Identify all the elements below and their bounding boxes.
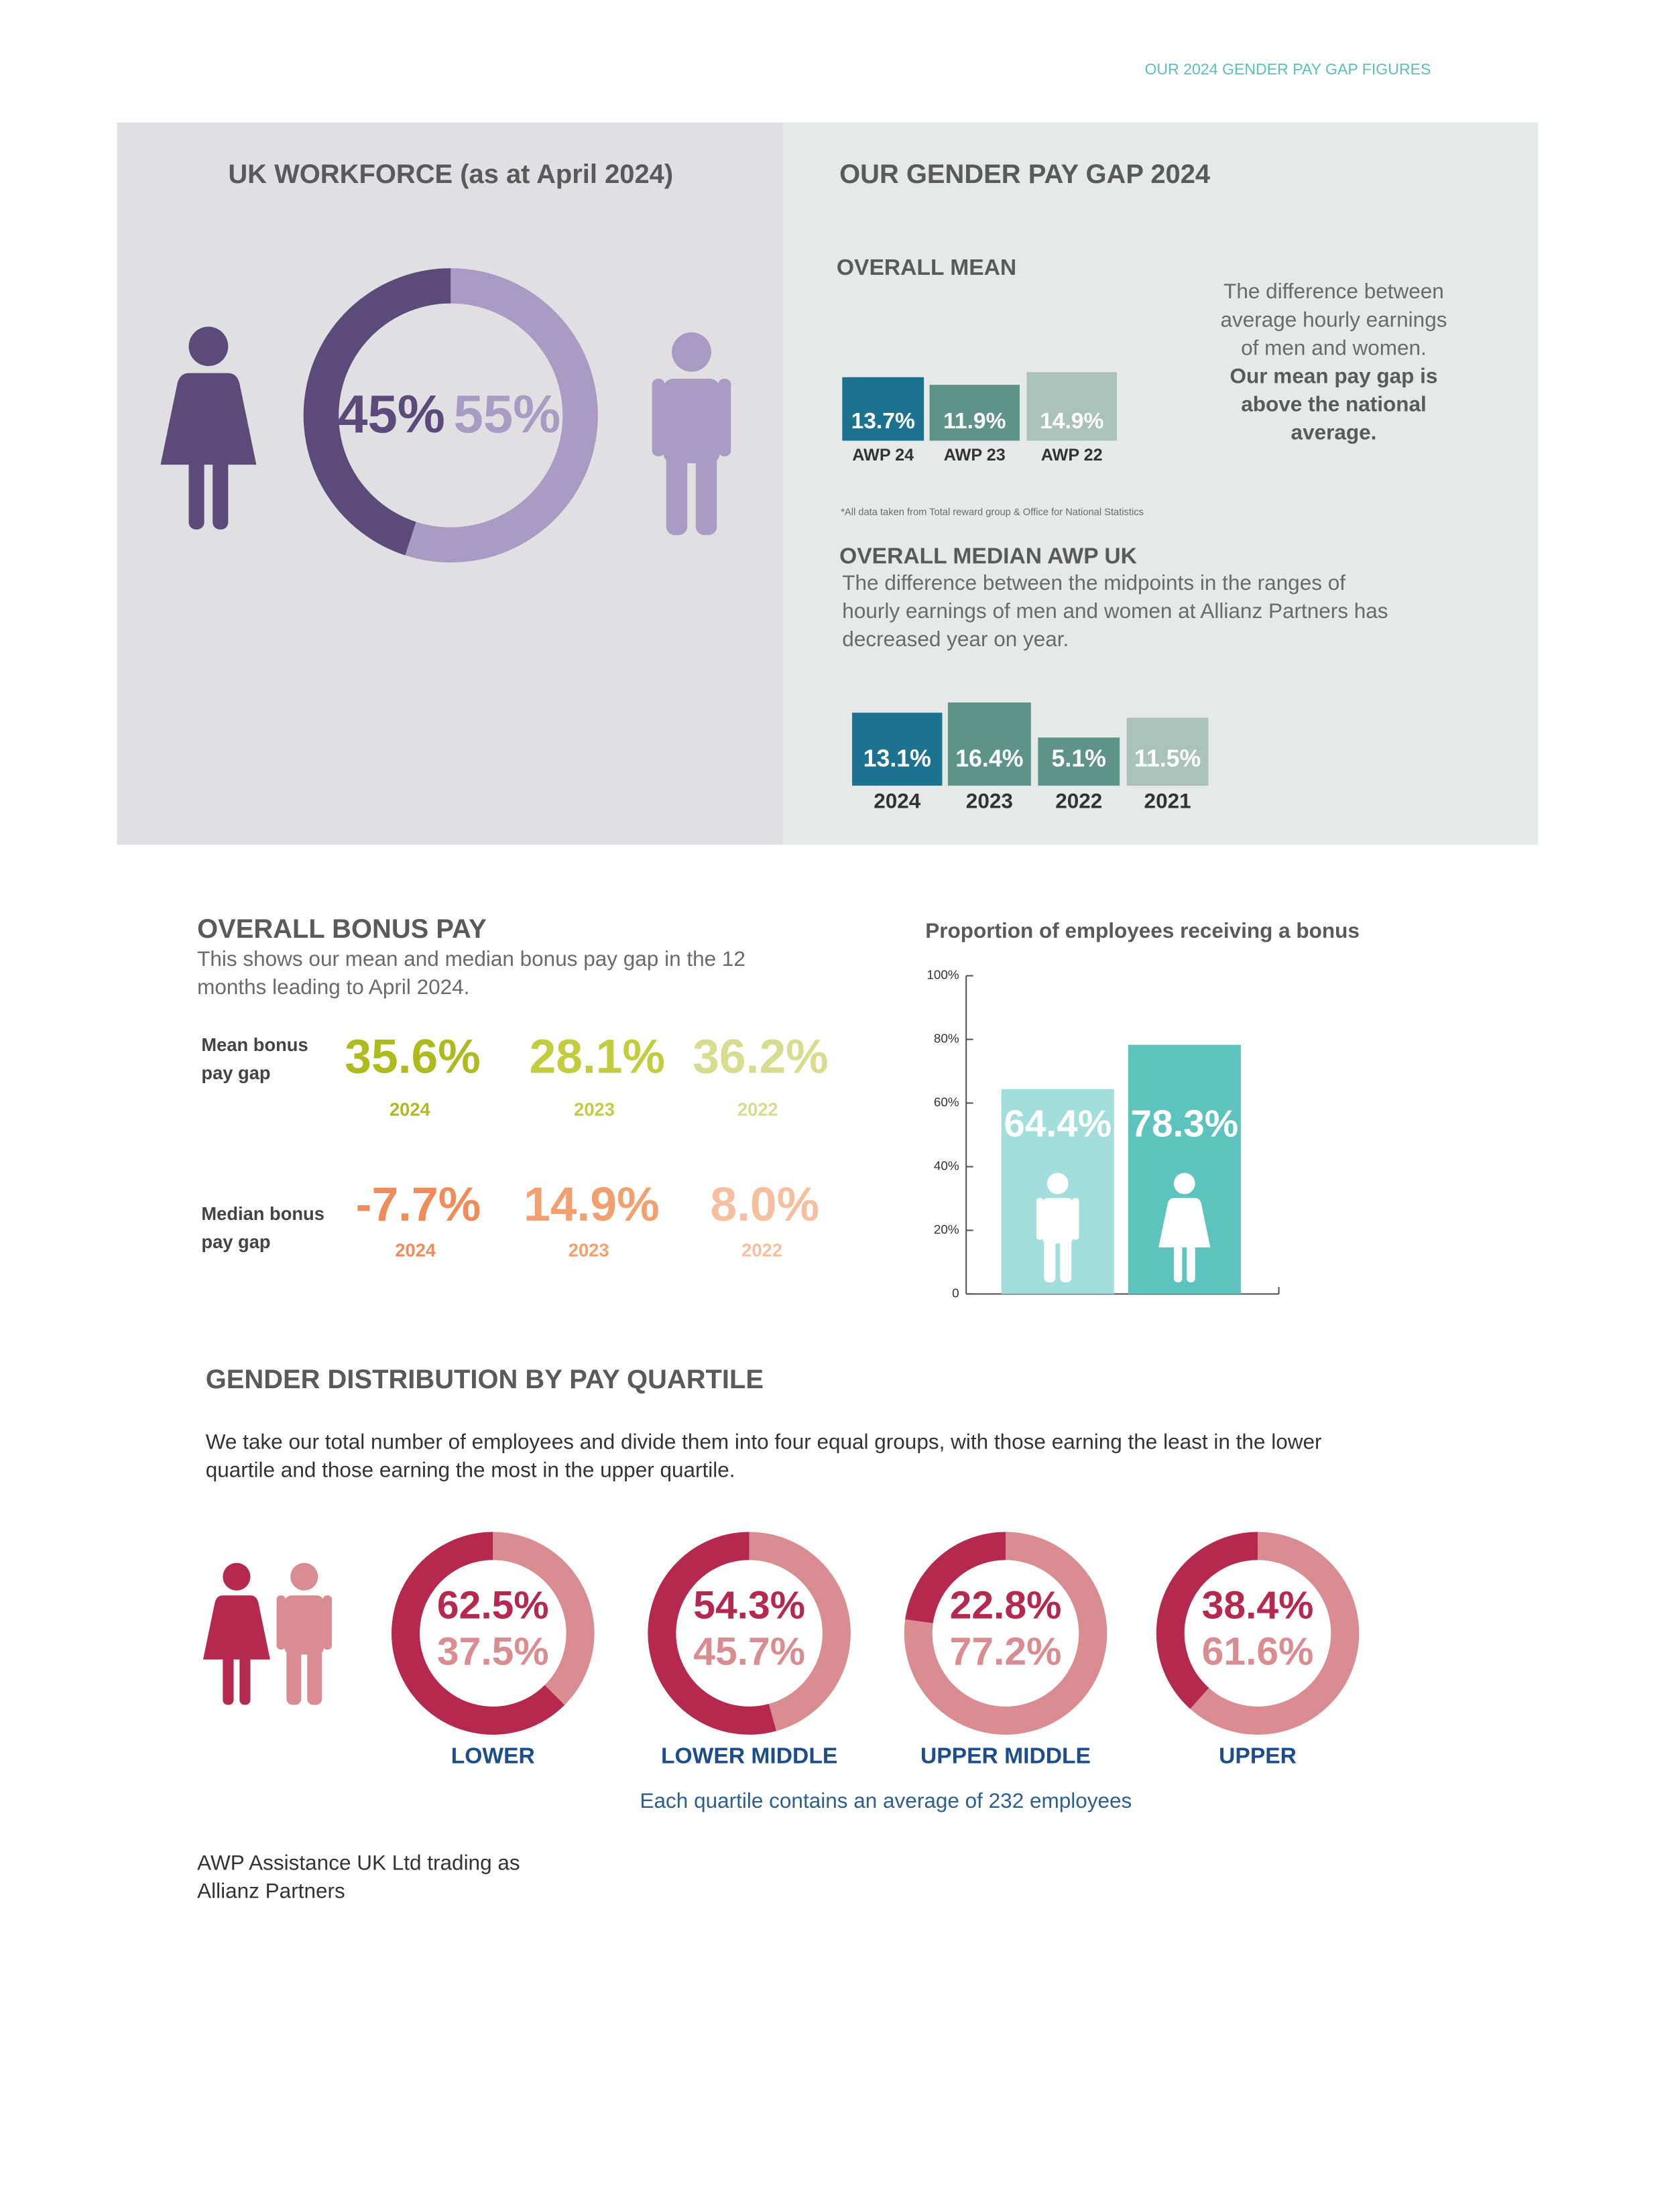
woman-icon xyxy=(202,1562,270,1705)
man-icon xyxy=(276,1562,332,1705)
bar-category: 2021 xyxy=(1144,789,1191,813)
donut-label: 45% xyxy=(338,384,445,444)
description: We take our total number of employees an… xyxy=(206,1429,1322,1453)
bar-label: 11.5% xyxy=(1134,745,1201,772)
emphasis: average. xyxy=(1291,420,1377,444)
bar-label: 13.7% xyxy=(851,409,915,434)
bonus-year: 2023 xyxy=(568,1240,609,1261)
description: This shows our mean and median bonus pay… xyxy=(197,946,745,971)
bonus-figure: -7.7% xyxy=(356,1178,481,1231)
y-tick-label: 0 xyxy=(952,1286,959,1300)
bar xyxy=(929,385,1020,441)
emphasis: Our mean pay gap is xyxy=(1230,363,1438,387)
y-tick-label: 60% xyxy=(934,1096,959,1110)
donut-label: 54.3% xyxy=(693,1583,805,1627)
donut-segment xyxy=(392,1532,565,1735)
bonus-figure: 36.2% xyxy=(693,1030,828,1084)
quartile-note: Each quartile contains an average of 232… xyxy=(640,1788,1132,1812)
bar-label: 14.9% xyxy=(1040,409,1103,434)
description: months leading to April 2024. xyxy=(197,975,469,999)
section-title: OVERALL BONUS PAY xyxy=(197,914,487,944)
quartile-label: LOWER xyxy=(451,1743,535,1768)
donut-label: 22.8% xyxy=(950,1583,1062,1627)
row-label: Median bonus xyxy=(201,1203,324,1224)
bonus-year: 2024 xyxy=(395,1240,436,1261)
description: The difference between xyxy=(1223,279,1444,303)
bonus-year: 2024 xyxy=(390,1099,431,1120)
description: hourly earnings of men and women at Alli… xyxy=(842,599,1388,623)
chart-title: Proportion of employees receiving a bonu… xyxy=(925,918,1360,942)
donut-label: 45.7% xyxy=(693,1630,805,1674)
donut-segment xyxy=(492,1532,595,1705)
donut-segment xyxy=(905,1532,1006,1624)
section-title: OUR GENDER PAY GAP 2024 xyxy=(839,160,1210,189)
bonus-figure: 8.0% xyxy=(710,1178,819,1231)
bar-label: 11.9% xyxy=(943,409,1006,434)
row-label: Mean bonus xyxy=(201,1034,308,1055)
donut-segment xyxy=(1156,1532,1258,1709)
donut-label: 77.2% xyxy=(950,1630,1062,1674)
description: The difference between the midpoints in … xyxy=(842,570,1345,595)
bar-category: 2024 xyxy=(874,789,921,813)
bar-category: 2023 xyxy=(966,789,1013,813)
footer-line: Allianz Partners xyxy=(197,1878,345,1902)
donut-label: 55% xyxy=(453,384,560,444)
bar xyxy=(842,377,924,441)
emphasis: above the national xyxy=(1241,391,1427,416)
row-label: pay gap xyxy=(201,1062,270,1083)
bar-label: 13.1% xyxy=(863,745,931,772)
bar-label: 78.3% xyxy=(1130,1103,1238,1145)
bar-label: 16.4% xyxy=(955,745,1023,772)
footnote: *All data taken from Total reward group … xyxy=(841,507,1144,517)
row-label: pay gap xyxy=(201,1231,270,1252)
bar-label: 64.4% xyxy=(1004,1103,1112,1145)
donut-label: 62.5% xyxy=(437,1583,549,1627)
subsection-title: OVERALL MEDIAN AWP UK xyxy=(839,544,1137,569)
quartile-label: LOWER MIDDLE xyxy=(661,1743,837,1768)
bar-category: 2022 xyxy=(1055,789,1102,813)
y-tick-label: 80% xyxy=(934,1032,959,1046)
donut-label: 38.4% xyxy=(1202,1583,1314,1627)
y-tick-label: 20% xyxy=(934,1223,959,1237)
bar xyxy=(947,702,1031,786)
bonus-year: 2022 xyxy=(741,1240,782,1261)
bar-label: 5.1% xyxy=(1052,745,1106,772)
donut-segment xyxy=(405,268,598,563)
donut-segment xyxy=(648,1532,776,1735)
bar xyxy=(1026,372,1117,441)
description: decreased year on year. xyxy=(842,627,1069,651)
donut-segment xyxy=(303,268,451,556)
description: average hourly earnings xyxy=(1221,307,1447,331)
quartile-label: UPPER MIDDLE xyxy=(920,1743,1091,1768)
bar-category: AWP 22 xyxy=(1041,446,1103,465)
donut-segment xyxy=(749,1532,851,1731)
bonus-figure: 14.9% xyxy=(524,1178,659,1231)
bar xyxy=(1038,737,1120,786)
y-tick-label: 100% xyxy=(926,969,959,983)
description: of men and women. xyxy=(1241,335,1427,359)
section-title: UK WORKFORCE (as at April 2024) xyxy=(228,160,673,189)
bar-category: AWP 24 xyxy=(852,446,914,465)
bonus-year: 2023 xyxy=(574,1099,615,1120)
bar xyxy=(1128,1044,1241,1294)
bar xyxy=(1126,717,1209,786)
header-title: OUR 2024 GENDER PAY GAP FIGURES xyxy=(1144,60,1431,78)
donut-label: 61.6% xyxy=(1202,1630,1314,1674)
donut-label: 37.5% xyxy=(437,1630,549,1674)
quartile-label: UPPER xyxy=(1219,1743,1297,1768)
bonus-figure: 35.6% xyxy=(345,1030,480,1084)
bar-category: AWP 23 xyxy=(944,446,1006,465)
subsection-title: OVERALL MEAN xyxy=(837,255,1016,280)
footer-line: AWP Assistance UK Ltd trading as xyxy=(197,1850,520,1874)
section-title: GENDER DISTRIBUTION BY PAY QUARTILE xyxy=(206,1365,764,1394)
donut-segment xyxy=(904,1532,1108,1735)
bonus-year: 2022 xyxy=(737,1099,778,1120)
bar xyxy=(852,713,943,786)
donut-segment xyxy=(1190,1532,1360,1735)
y-tick-label: 40% xyxy=(934,1160,959,1174)
bonus-figure: 28.1% xyxy=(530,1030,665,1084)
description: quartile and those earning the most in t… xyxy=(206,1457,735,1481)
